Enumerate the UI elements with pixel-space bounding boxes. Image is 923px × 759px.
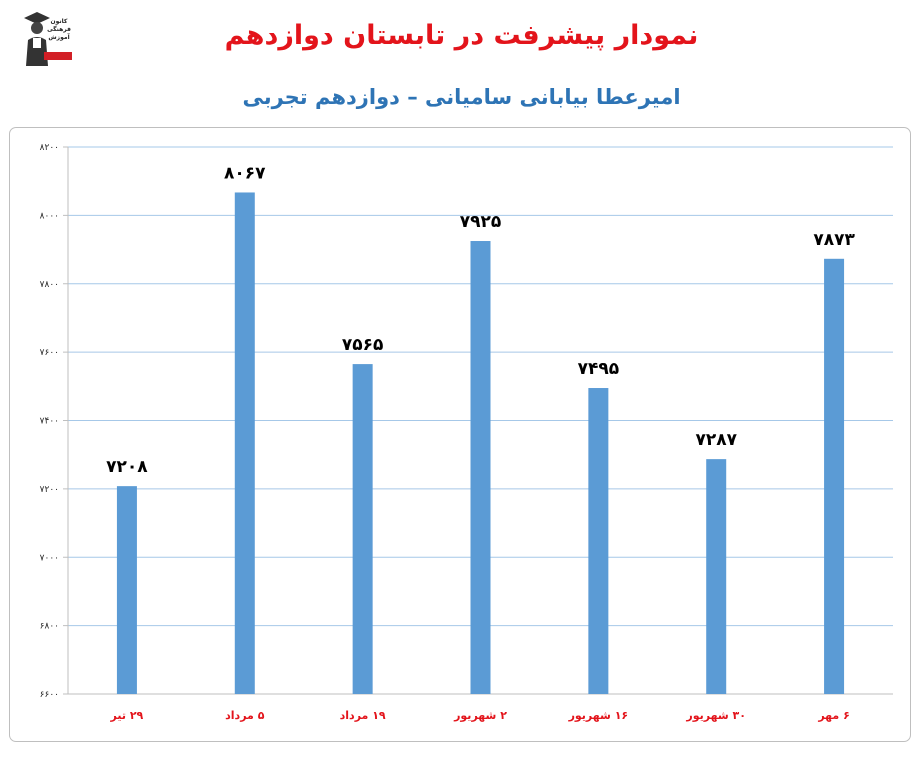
bar <box>706 459 727 694</box>
x-tick-label: ۱۹ مرداد <box>340 709 386 722</box>
y-tick-label: ۶۸۰۰ <box>40 622 59 632</box>
chart-frame <box>9 127 911 742</box>
y-tick-label: ۷۰۰۰ <box>40 553 59 563</box>
y-tick-label: ۷۶۰۰ <box>40 348 59 358</box>
y-tick-label: ۸۰۰۰ <box>40 211 59 221</box>
logo <box>22 8 72 66</box>
data-label: ۷۲۸۷ <box>695 430 737 450</box>
data-label: ۷۲۰۸ <box>106 457 148 477</box>
bar <box>352 364 373 694</box>
graduate-icon <box>24 12 50 66</box>
chart-title: نمودار پیشرفت در تابستان دوازدهم <box>224 20 699 51</box>
bar <box>824 258 845 694</box>
y-tick-label: ۸۲۰۰ <box>40 143 59 153</box>
x-tick-label: ۶ مهر <box>817 709 849 722</box>
y-tick-label: ۷۸۰۰ <box>40 280 59 290</box>
bar <box>470 241 491 694</box>
bar <box>234 192 255 695</box>
data-label: ۷۸۷۳ <box>813 230 855 250</box>
logo-band <box>44 52 72 60</box>
x-tick-label: ۵ مرداد <box>225 709 265 722</box>
chart-subtitle: امیرعطا بیابانی سامیانی – دوازدهم تجربی <box>242 85 681 109</box>
logo-line: آموزش <box>48 34 70 41</box>
x-tick-label: ۱۶ شهریور <box>568 709 629 722</box>
x-tick-label: ۲ شهریور <box>453 709 507 722</box>
logo-line: کانون <box>50 18 68 25</box>
y-tick-label: ۷۴۰۰ <box>40 417 59 427</box>
logo-line: فرهنگی <box>47 26 71 33</box>
data-label: ۸۰۶۷ <box>224 163 266 183</box>
data-label: ۷۵۶۵ <box>342 335 384 355</box>
x-tick-label: ۲۹ تیر <box>110 709 144 722</box>
y-tick-label: ۷۲۰۰ <box>40 485 59 495</box>
y-tick-label: ۶۶۰۰ <box>40 690 59 700</box>
logo-text: کانون فرهنگی آموزش <box>44 18 74 42</box>
data-label: ۷۴۹۵ <box>578 359 620 379</box>
x-tick-label: ۳۰ شهریور <box>685 709 746 722</box>
bar <box>116 486 137 694</box>
bar <box>588 388 609 694</box>
data-label: ۷۹۲۵ <box>460 212 502 232</box>
